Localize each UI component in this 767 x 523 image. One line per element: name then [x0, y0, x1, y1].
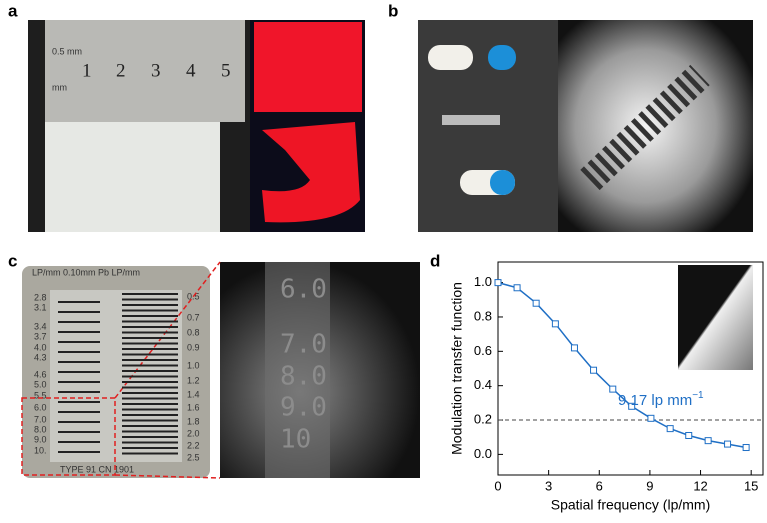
gauge-text: LP/mm 0.10mm Pb LP/mm: [32, 267, 140, 277]
data-point: [551, 320, 559, 328]
data-point: [704, 437, 712, 445]
zoom-label: 10: [280, 425, 311, 455]
y-tick-label: 0.0: [474, 446, 492, 461]
ruler-number: 4: [186, 60, 196, 81]
capsule: [488, 45, 516, 70]
gauge-label: 1.2: [187, 375, 200, 385]
ruler-number: 5: [221, 60, 231, 81]
gauge-label: 0.7: [187, 312, 200, 322]
gauge-label: 1.4: [187, 389, 200, 399]
zoom-label: 6.0: [280, 275, 327, 305]
gauge-label: 2.0: [187, 428, 200, 438]
data-point: [685, 431, 693, 439]
gauge-left-labels: 2.83.1 3.43.74.04.3 4.65.05.5 6.0 7.08.09.01…: [34, 292, 47, 455]
data-point: [724, 440, 732, 448]
data-point: [609, 385, 617, 393]
gauge-label: 1.6: [187, 402, 200, 412]
panel-label: c: [8, 251, 17, 270]
y-tick-label: 0.8: [474, 308, 492, 323]
data-point: [742, 444, 750, 452]
gauge-right-labels: 0.50.70.80.91.01.21.41.61.82.02.22.5: [187, 291, 200, 462]
scintillator: [45, 122, 220, 232]
data-point: [570, 344, 578, 352]
gauge-label: 3.1: [34, 302, 47, 312]
data-point: [590, 366, 598, 374]
ruler-text: 0.5 mm: [52, 46, 82, 56]
zoom-outline: [21, 261, 221, 479]
data-point: [666, 425, 674, 433]
inset-image: [678, 265, 753, 370]
gauge-label: 8.0: [34, 424, 47, 434]
x-tick-label: 12: [693, 478, 707, 493]
ruler-number: 3: [151, 60, 161, 81]
data-point: [494, 279, 502, 287]
gauge-label: 5.0: [34, 379, 47, 389]
gauge-label: 3.4: [34, 321, 47, 331]
ruler-text: mm: [52, 82, 67, 92]
zoom-label: 8.0: [280, 362, 327, 392]
data-point: [513, 284, 521, 292]
spring: [442, 115, 500, 125]
gauge-label: 4.6: [34, 369, 47, 379]
zoom-label: 9.0: [280, 393, 327, 423]
y-tick-label: 1.0: [474, 274, 492, 289]
ruler-number: 1: [82, 60, 92, 81]
annotation-sup: −1: [692, 390, 704, 401]
y-tick-label: 0.4: [474, 377, 492, 392]
gauge-label: 1.8: [187, 416, 200, 426]
gauge-label: 2.8: [34, 292, 47, 302]
y-axis-label: Modulation transfer function: [449, 282, 465, 455]
capsule: [490, 170, 515, 195]
data-point: [628, 402, 636, 410]
x-tick-label: 15: [744, 478, 758, 493]
y-tick-label: 0.2: [474, 411, 492, 426]
x-axis-label: Spatial frequency (lp/mm): [551, 497, 711, 513]
gauge-label: 0.8: [187, 327, 200, 337]
gauge-label: 3.7: [34, 331, 47, 341]
x-tick-label: 3: [545, 478, 552, 493]
capsule: [428, 45, 473, 70]
gauge-label: 4.0: [34, 342, 47, 352]
plot-frame: [497, 261, 764, 476]
gauge-label: 2.2: [187, 440, 200, 450]
y-tick-label: 0.6: [474, 343, 492, 358]
gauge-label: 6.0: [34, 402, 47, 412]
panel-label: d: [430, 251, 440, 270]
ruler-number: 2: [116, 60, 126, 81]
red-film: [254, 22, 362, 112]
annotation-text: 9.17 lp mm: [618, 392, 692, 409]
panel-label: a: [8, 1, 18, 20]
data-point: [647, 414, 655, 422]
gauge-label: 9.0: [34, 434, 47, 444]
gauge-label: 4.3: [34, 352, 47, 362]
gauge-label: 1.0: [187, 360, 200, 370]
x-tick-label: 6: [596, 478, 603, 493]
gauge-label: 0.9: [187, 342, 200, 352]
red-film: [262, 122, 360, 223]
gauge-label: 10.: [34, 445, 47, 455]
gauge-text: TYPE 91 CN 1901: [60, 464, 134, 474]
zoom-label: 7.0: [280, 330, 327, 360]
ruler: [45, 20, 245, 122]
gauge-label: 2.5: [187, 452, 200, 462]
x-tick-label: 0: [494, 478, 501, 493]
gauge-label: 5.5: [34, 390, 47, 400]
zoom-labels: 6.0 7.08.09.010: [280, 275, 327, 455]
panel-label: b: [388, 1, 398, 20]
slit: [265, 262, 330, 478]
gauge-label: 7.0: [34, 414, 47, 424]
data-point: [532, 299, 540, 307]
x-tick-label: 9: [646, 478, 653, 493]
annotation: 9.17 lp mm−1: [618, 390, 704, 409]
